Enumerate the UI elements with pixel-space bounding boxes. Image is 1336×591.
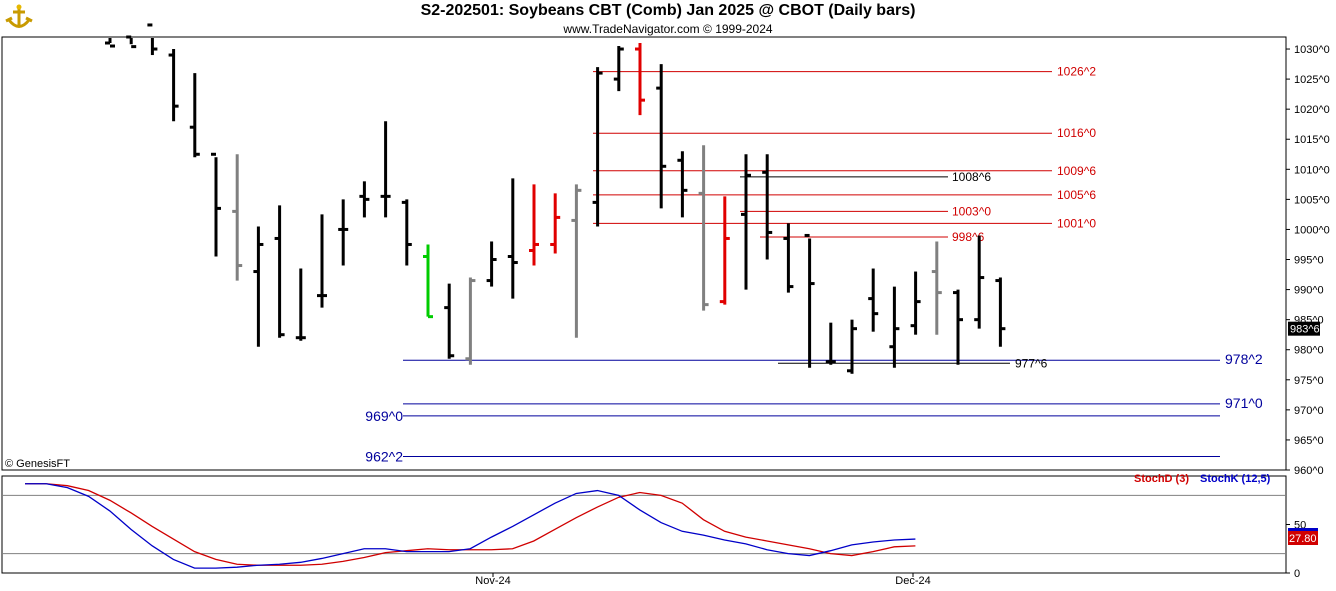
- level-label: 962^2: [365, 448, 403, 464]
- y-tick-label: 970^0: [1294, 405, 1324, 417]
- y-tick-label: 1030^0: [1294, 44, 1330, 56]
- x-tick-label: Nov-24: [475, 575, 510, 587]
- y-tick-label: 965^0: [1294, 435, 1324, 447]
- y-tick-label: 995^0: [1294, 255, 1324, 267]
- y-tick-label: 1020^0: [1294, 104, 1330, 116]
- legend-stochd: StochD (3): [1134, 473, 1189, 485]
- level-label: 1001^0: [1057, 216, 1096, 230]
- level-label: 1008^6: [952, 170, 991, 184]
- y-tick-label: 990^0: [1294, 285, 1324, 297]
- y-tick-label: 1000^0: [1294, 224, 1330, 236]
- stoch-series-line: [25, 483, 916, 566]
- level-label: 1009^6: [1057, 164, 1096, 178]
- chart-subtitle: www.TradeNavigator.com © 1999-2024: [563, 22, 773, 36]
- y-tick-label: 960^0: [1294, 465, 1324, 477]
- legend-stochk: StochK (12,5): [1200, 473, 1271, 485]
- credit-label: © GenesisFT: [5, 458, 70, 470]
- stoch-last-marker: [1288, 531, 1318, 545]
- x-tick-label: Dec-24: [895, 575, 930, 587]
- y-tick-label: 980^0: [1294, 345, 1324, 357]
- level-label: 1016^0: [1057, 126, 1096, 140]
- stoch-y-tick-label: 0: [1294, 568, 1300, 580]
- y-tick-label: 1025^0: [1294, 74, 1330, 86]
- level-label: 1003^0: [952, 204, 991, 218]
- y-tick-label: 1010^0: [1294, 164, 1330, 176]
- last-price-label: 983^6: [1290, 324, 1320, 336]
- y-tick-label: 975^0: [1294, 375, 1324, 387]
- last-price-marker: [1288, 321, 1320, 336]
- y-tick-label: 1005^0: [1294, 194, 1330, 206]
- stoch-panel-frame: [1, 475, 1287, 574]
- level-label: 977^6: [1015, 356, 1048, 370]
- level-label: 1005^6: [1057, 188, 1096, 202]
- level-label: 969^0: [365, 408, 403, 424]
- chart-title: S2-202501: Soybeans CBT (Comb) Jan 2025 …: [420, 2, 916, 19]
- level-label: 971^0: [1225, 395, 1263, 411]
- stoch-last-label: 27.80: [1289, 533, 1317, 545]
- price-panel-frame: [1, 36, 1287, 471]
- y-tick-label: 1015^0: [1294, 134, 1330, 146]
- level-label: 1026^2: [1057, 65, 1096, 79]
- anchor-logo-icon: [4, 3, 34, 33]
- stoch-series-line: [25, 483, 916, 569]
- level-label: 978^2: [1225, 351, 1263, 367]
- level-label: 998^6: [952, 230, 985, 244]
